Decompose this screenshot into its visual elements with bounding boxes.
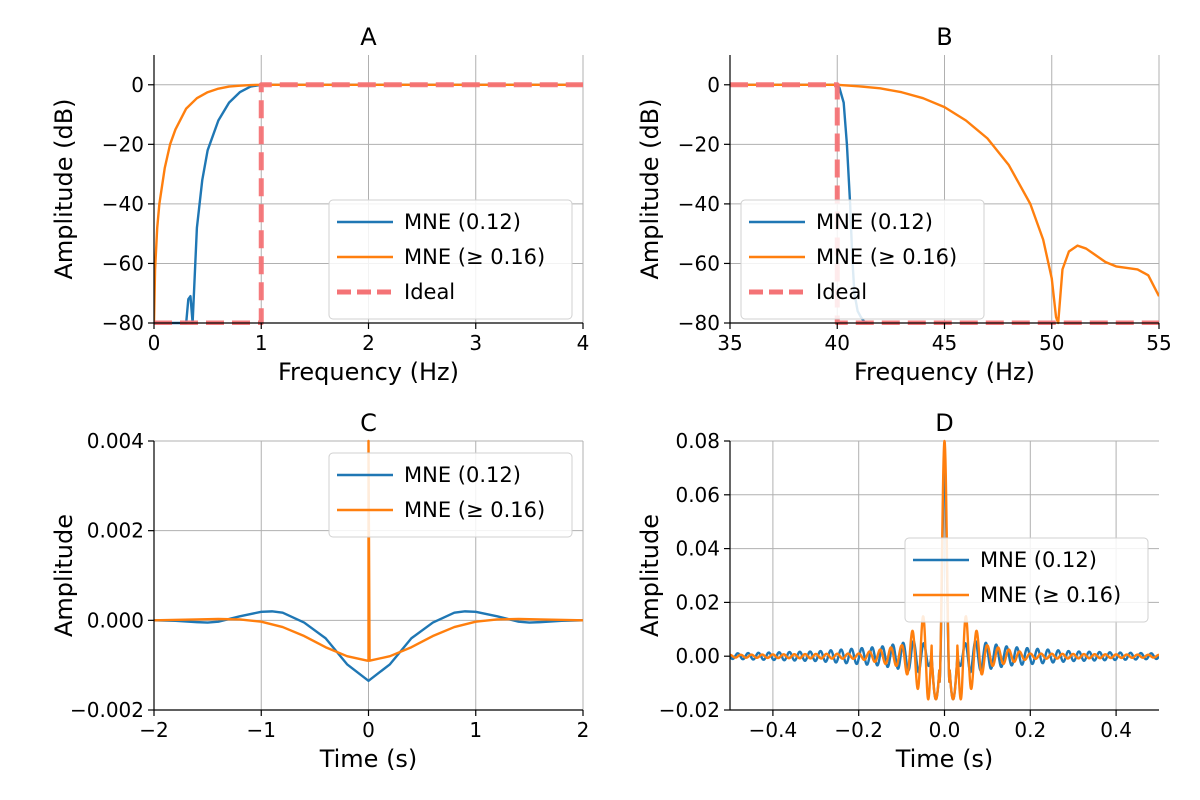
y-axis-label: Amplitude bbox=[50, 514, 78, 637]
series-group bbox=[154, 439, 583, 683]
legend-label: MNE (0.12) bbox=[816, 210, 933, 234]
legend: MNE (0.12) MNE (≥ 0.16) bbox=[328, 452, 573, 538]
y-tick-label: 0.02 bbox=[675, 590, 720, 614]
panel-d: −0.4 −0.2 0.0 0.2 0.4 −0.02 0.00 0.02 0.04 0.06 0.… bbox=[636, 409, 1159, 773]
y-tick-label: 0.000 bbox=[87, 608, 144, 632]
panel-c: −2 −1 0 1 2 −0.002 0.000 0.002 0.004 C Time (s) Amp… bbox=[50, 409, 589, 773]
y-axis-label: Amplitude bbox=[636, 514, 664, 637]
x-tick-label: 0.4 bbox=[1100, 718, 1132, 742]
series-line-2 bbox=[154, 83, 583, 324]
x-tick-label: 0.2 bbox=[1014, 718, 1046, 742]
x-tick-label: 2 bbox=[577, 718, 590, 742]
legend-label: Ideal bbox=[816, 280, 867, 304]
series-line-1 bbox=[154, 83, 583, 325]
panel-title: A bbox=[360, 23, 377, 51]
legend-label: MNE (≥ 0.16) bbox=[816, 245, 957, 269]
legend-label: MNE (0.12) bbox=[404, 463, 521, 487]
y-tick-label: −0.002 bbox=[70, 698, 144, 722]
y-tick-label: 0.004 bbox=[87, 429, 144, 453]
x-tick-label: 45 bbox=[932, 331, 957, 355]
x-tick-label: −2 bbox=[139, 718, 168, 742]
legend-frame bbox=[328, 199, 573, 320]
panel-b: 35 40 45 50 55 −80 −60 −40 −20 0 B Frequency (Hz) Am… bbox=[636, 23, 1172, 386]
legend-label: MNE (≥ 0.16) bbox=[404, 245, 545, 269]
x-tick-label: 35 bbox=[717, 331, 742, 355]
series-line-2 bbox=[730, 83, 1159, 325]
x-tick-label: 2 bbox=[362, 331, 375, 355]
legend-label: MNE (≥ 0.16) bbox=[980, 583, 1121, 607]
x-axis-label: Frequency (Hz) bbox=[278, 358, 459, 386]
y-tick-label: −80 bbox=[678, 311, 720, 335]
x-axis-label: Time (s) bbox=[319, 745, 418, 773]
x-tick-label: 3 bbox=[469, 331, 482, 355]
series-line-2 bbox=[154, 439, 583, 662]
y-tick-label: 0.04 bbox=[675, 537, 720, 561]
x-tick-label: −0.2 bbox=[834, 718, 883, 742]
y-tick-label: 0.08 bbox=[675, 429, 720, 453]
y-tick-label: 0.00 bbox=[675, 644, 720, 668]
legend: MNE (0.12) MNE (≥ 0.16) bbox=[904, 537, 1149, 623]
x-tick-label: 50 bbox=[1039, 331, 1064, 355]
y-tick-label: −60 bbox=[102, 251, 144, 275]
legend: MNE (0.12) MNE (≥ 0.16) Ideal bbox=[328, 199, 573, 320]
panel-title: B bbox=[936, 23, 952, 51]
x-tick-label: 1 bbox=[255, 331, 268, 355]
y-axis-label: Amplitude (dB) bbox=[50, 98, 78, 279]
y-tick-label: 0.06 bbox=[675, 483, 720, 507]
x-tick-label: 0 bbox=[362, 718, 375, 742]
x-axis-label: Time (s) bbox=[895, 745, 994, 773]
legend-frame bbox=[740, 199, 985, 320]
y-tick-label: −0.02 bbox=[659, 698, 720, 722]
y-tick-label: −20 bbox=[102, 132, 144, 156]
y-tick-label: −80 bbox=[102, 311, 144, 335]
y-tick-label: −20 bbox=[678, 132, 720, 156]
legend-label: MNE (≥ 0.16) bbox=[404, 498, 545, 522]
y-tick-label: 0.002 bbox=[87, 519, 144, 543]
x-tick-label: 40 bbox=[825, 331, 850, 355]
y-axis-label: Amplitude (dB) bbox=[636, 98, 664, 279]
x-axis-label: Frequency (Hz) bbox=[854, 358, 1035, 386]
legend-label: Ideal bbox=[404, 280, 455, 304]
y-tick-label: −40 bbox=[102, 192, 144, 216]
x-tick-label: 0 bbox=[148, 331, 161, 355]
legend-label: MNE (0.12) bbox=[404, 210, 521, 234]
y-tick-label: 0 bbox=[707, 73, 720, 97]
y-tick-label: 0 bbox=[131, 73, 144, 97]
y-tick-label: −60 bbox=[678, 251, 720, 275]
x-tick-label: 1 bbox=[469, 718, 482, 742]
x-tick-label: 55 bbox=[1146, 331, 1171, 355]
x-tick-label: −1 bbox=[247, 718, 276, 742]
panel-title: D bbox=[935, 409, 953, 437]
panel-title: C bbox=[360, 409, 377, 437]
legend: MNE (0.12) MNE (≥ 0.16) Ideal bbox=[740, 199, 985, 320]
y-tick-label: −40 bbox=[678, 192, 720, 216]
panel-a: 0 1 2 3 4 −80 −60 −40 −20 0 A Frequency (Hz) Amplitu… bbox=[50, 23, 589, 386]
x-tick-label: −0.4 bbox=[749, 718, 798, 742]
legend-label: MNE (0.12) bbox=[980, 548, 1097, 572]
series-line-1 bbox=[154, 610, 583, 683]
x-tick-label: 4 bbox=[577, 331, 590, 355]
x-tick-label: 0.0 bbox=[929, 718, 961, 742]
series-line-2 bbox=[730, 439, 1159, 701]
series-group bbox=[730, 439, 1159, 701]
